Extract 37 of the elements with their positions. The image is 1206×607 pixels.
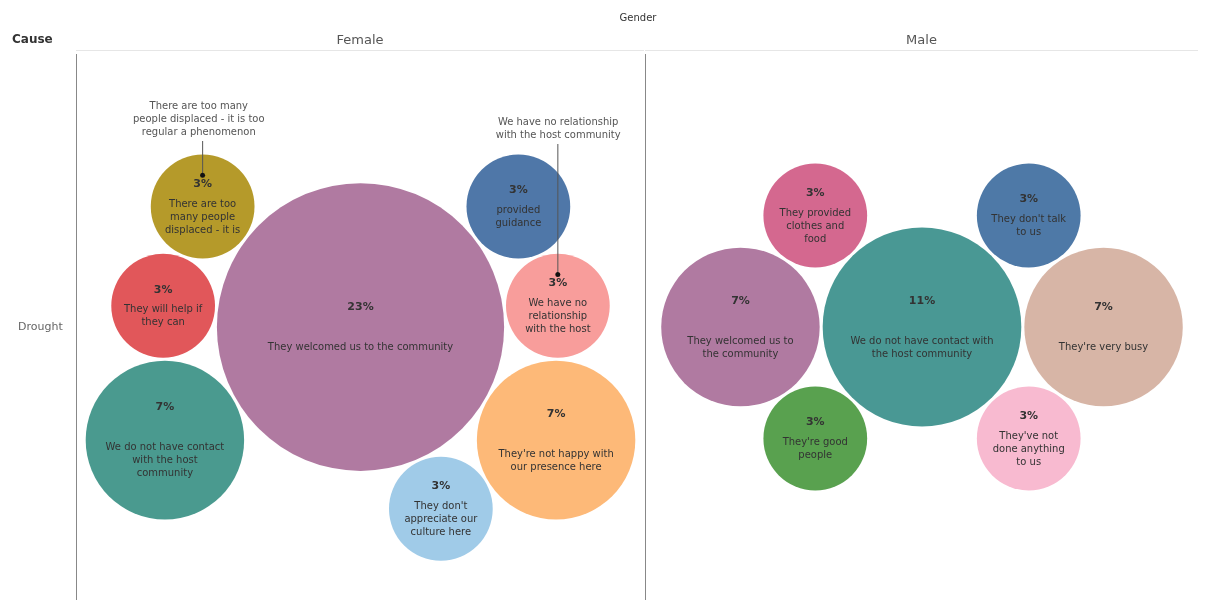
category-label: They will help if they can xyxy=(123,303,203,328)
category-label: They're not happy with our presence here xyxy=(497,447,614,472)
text: Gender xyxy=(618,12,658,23)
data-label: 3% xyxy=(153,282,173,296)
category-label: They provided clothes and food xyxy=(778,206,851,244)
text: Cause xyxy=(12,32,53,46)
category-label: We do not have contact with the host community xyxy=(105,441,225,479)
category-label: We have no relationship with the host xyxy=(525,296,591,334)
text: There are too many people displaced - it is too regular a phenomenon xyxy=(133,99,265,137)
data-label: 7% xyxy=(731,293,750,307)
data-label: 3% xyxy=(1019,408,1039,422)
category-label: They don't appreciate our culture here xyxy=(404,499,479,537)
data-label: 3% xyxy=(1019,192,1039,206)
data-label: 7% xyxy=(1094,300,1113,314)
text: Female xyxy=(76,30,644,51)
data-label: 3% xyxy=(805,415,825,429)
category-label: They welcomed us to the community xyxy=(686,334,794,359)
text: Drought xyxy=(18,320,63,333)
data-label: 3% xyxy=(509,183,528,197)
data-label: 3% xyxy=(193,176,212,190)
data-label: 3% xyxy=(548,276,568,290)
text: We have no relationship with the host community xyxy=(495,115,621,140)
category-label: They don't talk to us xyxy=(990,213,1067,238)
category-label: They're very busy xyxy=(1057,341,1149,353)
category-label: We do not have contact with the host community xyxy=(850,334,994,359)
category-label: They welcomed us to the community xyxy=(266,341,454,353)
data-label: 7% xyxy=(546,406,566,420)
category-label: There are too many people displaced - it is xyxy=(165,197,241,235)
data-label: 3% xyxy=(805,185,825,199)
category-label: They're good people xyxy=(781,436,848,461)
data-label: 3% xyxy=(431,479,451,493)
data-label: 7% xyxy=(155,400,175,414)
data-label: 23% xyxy=(347,300,374,314)
data-label: 11% xyxy=(908,293,936,307)
text: Male xyxy=(645,30,1198,51)
category-label: provided guidance xyxy=(495,204,542,229)
category-label: They've not done anything to us xyxy=(992,429,1065,467)
